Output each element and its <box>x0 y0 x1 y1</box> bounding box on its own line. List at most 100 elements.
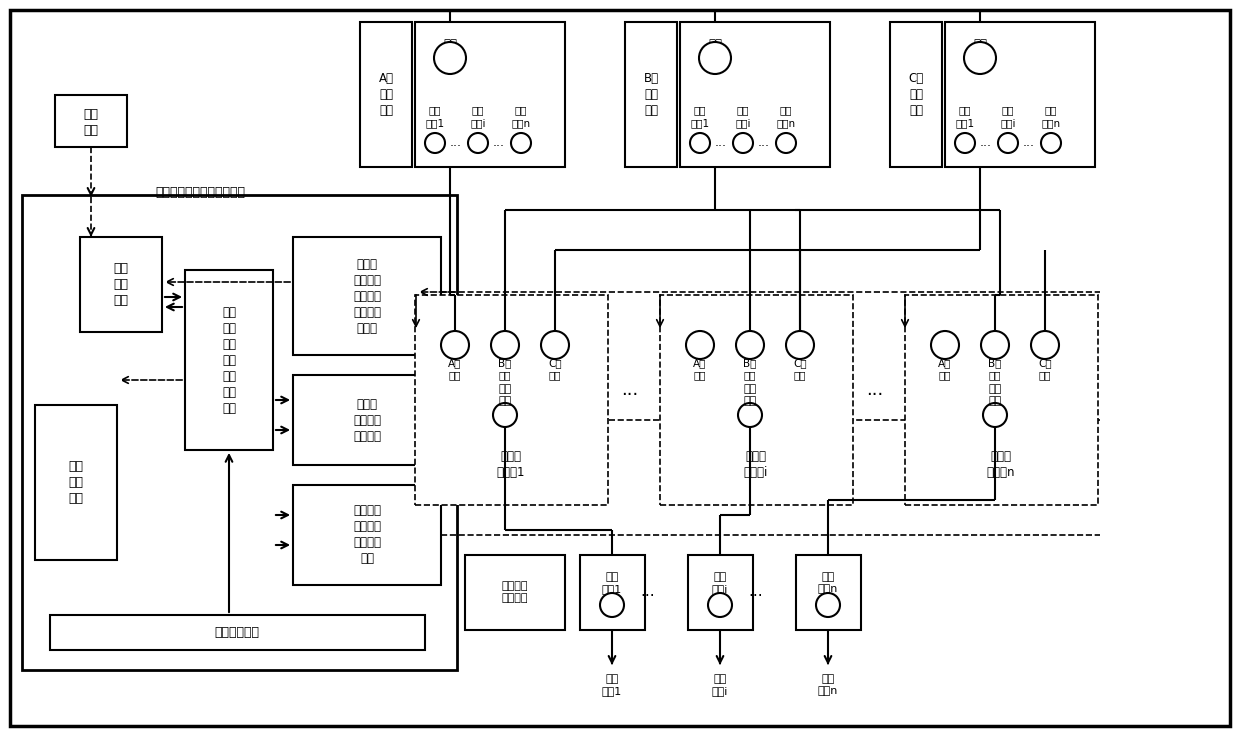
Text: 进线
端子: 进线 端子 <box>973 38 987 66</box>
Circle shape <box>981 331 1009 359</box>
Text: 端子n: 端子n <box>1042 118 1060 128</box>
Text: 换相开
关单元1: 换相开 关单元1 <box>497 450 526 479</box>
Circle shape <box>776 133 796 153</box>
Text: 出线: 出线 <box>471 105 485 115</box>
Text: 出线
端子1: 出线 端子1 <box>601 572 622 594</box>
Bar <box>415 22 565 167</box>
Bar <box>55 95 126 147</box>
Circle shape <box>491 331 520 359</box>
Text: 配变
终端: 配变 终端 <box>83 107 98 136</box>
Text: B相
端子: B相 端子 <box>988 358 1002 381</box>
Text: 负荷
出线1: 负荷 出线1 <box>601 673 622 696</box>
Text: 端子n: 端子n <box>511 118 531 128</box>
Text: ...: ... <box>1023 136 1035 149</box>
Bar <box>415 295 608 505</box>
Text: 三相电
压、负荷
电流和相
序采集单
元单元: 三相电 压、负荷 电流和相 序采集单 元单元 <box>353 258 381 334</box>
Circle shape <box>737 331 764 359</box>
Text: ...: ... <box>980 136 992 149</box>
Circle shape <box>816 593 839 617</box>
Text: 端子1: 端子1 <box>691 118 709 128</box>
Text: ...: ... <box>758 136 770 149</box>
Text: 出线: 出线 <box>1045 105 1058 115</box>
Circle shape <box>998 133 1018 153</box>
Text: 出线: 出线 <box>737 105 749 115</box>
Circle shape <box>541 331 569 359</box>
Text: 磁保持继
电器开断
指令生成
单元: 磁保持继 电器开断 指令生成 单元 <box>353 504 381 565</box>
Text: C相
端子: C相 端子 <box>794 358 807 381</box>
Bar <box>660 295 853 505</box>
Text: 工作电源单元: 工作电源单元 <box>215 626 259 639</box>
Text: 换相开
关单元i: 换相开 关单元i <box>744 450 769 479</box>
Bar <box>796 555 861 630</box>
Bar <box>688 555 753 630</box>
Bar <box>465 555 565 630</box>
Text: B相
端子: B相 端子 <box>498 358 512 381</box>
Bar <box>50 615 425 650</box>
Text: 信息
记录
单元: 信息 记录 单元 <box>68 459 83 504</box>
Text: 实时
通信
单元: 实时 通信 单元 <box>114 261 129 306</box>
Text: ...: ... <box>450 136 463 149</box>
Text: 负荷
端子: 负荷 端子 <box>498 383 512 406</box>
Text: 出线
端子i: 出线 端子i <box>712 572 728 594</box>
Circle shape <box>708 593 732 617</box>
Circle shape <box>1042 133 1061 153</box>
Text: 端子1: 端子1 <box>425 118 445 128</box>
Circle shape <box>955 133 975 153</box>
Bar <box>580 555 645 630</box>
Text: 负荷
出线i: 负荷 出线i <box>712 673 728 696</box>
Circle shape <box>686 331 714 359</box>
Circle shape <box>600 593 624 617</box>
Text: ...: ... <box>621 381 639 399</box>
Text: ...: ... <box>749 584 764 600</box>
Text: A相
端子: A相 端子 <box>449 358 461 381</box>
Bar <box>35 405 117 560</box>
Text: 进线
端子: 进线 端子 <box>708 38 722 66</box>
Circle shape <box>511 133 531 153</box>
Circle shape <box>963 42 996 74</box>
Bar <box>22 195 458 670</box>
Text: A相
端子: A相 端子 <box>939 358 951 381</box>
Bar <box>905 295 1097 505</box>
Text: 出线: 出线 <box>515 105 527 115</box>
Circle shape <box>738 403 763 427</box>
Text: ...: ... <box>494 136 505 149</box>
Text: C相
端子
面板: C相 端子 面板 <box>909 71 924 116</box>
Bar <box>945 22 1095 167</box>
Text: B相
端子
面板: B相 端子 面板 <box>644 71 658 116</box>
Text: 进线
端子: 进线 端子 <box>443 38 458 66</box>
Text: 端子n: 端子n <box>776 118 796 128</box>
Circle shape <box>733 133 753 153</box>
Text: ...: ... <box>715 136 727 149</box>
Text: A相
端子
面板: A相 端子 面板 <box>378 71 393 116</box>
Text: 负荷
端子: 负荷 端子 <box>988 383 1002 406</box>
Text: ...: ... <box>867 381 884 399</box>
Text: 端子i: 端子i <box>470 118 486 128</box>
Bar <box>890 22 942 167</box>
Text: 负荷出线
端子面板: 负荷出线 端子面板 <box>502 581 528 604</box>
Text: 端子i: 端子i <box>735 118 750 128</box>
Text: 晶闸管
触发脉冲
生成单元: 晶闸管 触发脉冲 生成单元 <box>353 397 381 442</box>
Circle shape <box>425 133 445 153</box>
Circle shape <box>931 331 959 359</box>
Circle shape <box>441 331 469 359</box>
Text: 出线: 出线 <box>429 105 441 115</box>
Text: 端子i: 端子i <box>1001 118 1016 128</box>
Text: A相
端子: A相 端子 <box>693 358 707 381</box>
Text: C相
端子: C相 端子 <box>1038 358 1052 381</box>
Circle shape <box>1030 331 1059 359</box>
Text: 负荷
出线n: 负荷 出线n <box>818 673 838 696</box>
Text: 出线: 出线 <box>1002 105 1014 115</box>
Text: 规定
换相
流程
控制
指令
计算
单元: 规定 换相 流程 控制 指令 计算 单元 <box>222 305 236 414</box>
Bar <box>293 485 441 585</box>
Text: ...: ... <box>641 584 655 600</box>
Circle shape <box>434 42 466 74</box>
Circle shape <box>699 42 732 74</box>
Bar <box>625 22 677 167</box>
Circle shape <box>467 133 489 153</box>
Bar <box>81 237 162 332</box>
Bar <box>185 270 273 450</box>
Text: 负荷
端子: 负荷 端子 <box>743 383 756 406</box>
Circle shape <box>983 403 1007 427</box>
Text: 出线: 出线 <box>959 105 971 115</box>
Text: 换相开
关单元n: 换相开 关单元n <box>987 450 1016 479</box>
